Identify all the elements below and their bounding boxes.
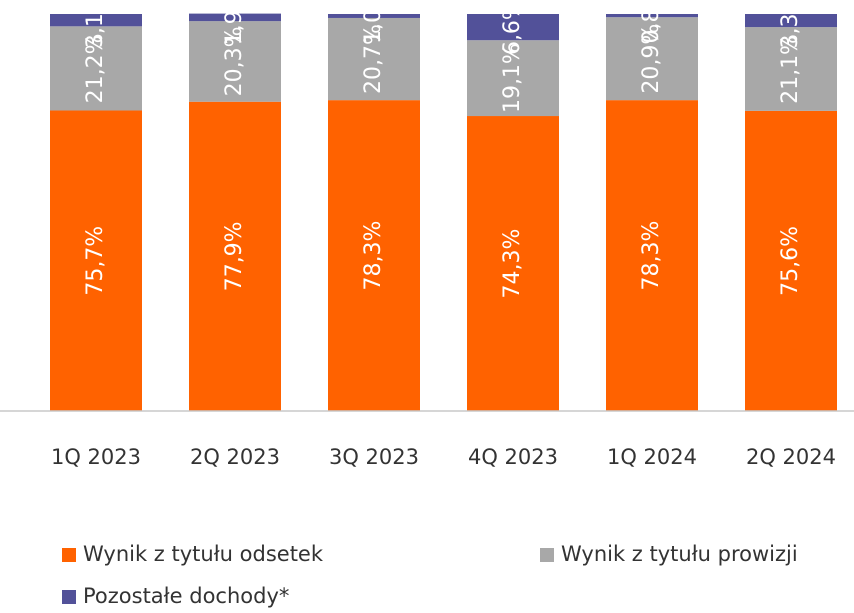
bar-segment — [50, 14, 142, 27]
value-label: 75,7% — [83, 226, 108, 296]
bar-segment — [745, 110, 837, 412]
value-label: 21,2% — [83, 33, 108, 103]
bar-segment — [606, 100, 698, 412]
value-label: 20,3% — [222, 26, 247, 96]
bar-segment — [328, 100, 420, 412]
value-label: 21,1% — [778, 34, 803, 104]
value-label: 20,7% — [361, 24, 386, 94]
value-label: 78,3% — [639, 221, 664, 291]
legend-swatch — [62, 548, 76, 562]
bar-segment — [467, 14, 559, 41]
bar-segment — [745, 14, 837, 28]
value-label: 3,3% — [778, 0, 803, 49]
bar-segment — [467, 40, 559, 117]
x-tick-label: 1Q 2023 — [51, 445, 141, 469]
legend-label: Wynik z tytułu prowizji — [561, 542, 798, 566]
value-label: 0,8% — [639, 0, 664, 44]
x-tick-label: 4Q 2023 — [468, 445, 558, 469]
x-tick-label: 3Q 2023 — [329, 445, 419, 469]
bar-segment — [745, 27, 837, 111]
bar-segment — [189, 101, 281, 411]
value-label: 74,3% — [500, 229, 525, 299]
legend-swatch — [540, 548, 554, 562]
value-label: 6,6% — [500, 0, 525, 55]
value-label: 3,1% — [83, 0, 108, 48]
x-tick-label: 1Q 2024 — [607, 445, 697, 469]
bar-segment — [606, 14, 698, 18]
bar-segment — [328, 17, 420, 101]
value-label: 78,3% — [361, 221, 386, 291]
bar-segment — [328, 14, 420, 18]
x-tick-label: 2Q 2023 — [190, 445, 280, 469]
bar-segment — [50, 110, 142, 411]
value-label: 1,9% — [222, 0, 247, 45]
bar-segment — [467, 116, 559, 412]
bar-segment — [606, 17, 698, 101]
x-tick-label: 2Q 2024 — [746, 445, 836, 469]
value-label: 20,9% — [639, 24, 664, 94]
value-label: 19,1% — [500, 43, 525, 113]
value-label: 75,6% — [778, 226, 803, 296]
value-label: 77,9% — [222, 221, 247, 291]
bar-segment — [189, 21, 281, 102]
legend-label: Pozostałe dochody* — [83, 584, 289, 608]
legend-label: Wynik z tytułu odsetek — [83, 542, 324, 566]
bar-segment — [50, 26, 142, 111]
bar-segment — [189, 13, 281, 22]
legend-swatch — [62, 590, 76, 604]
value-label: 1,0% — [361, 0, 386, 44]
